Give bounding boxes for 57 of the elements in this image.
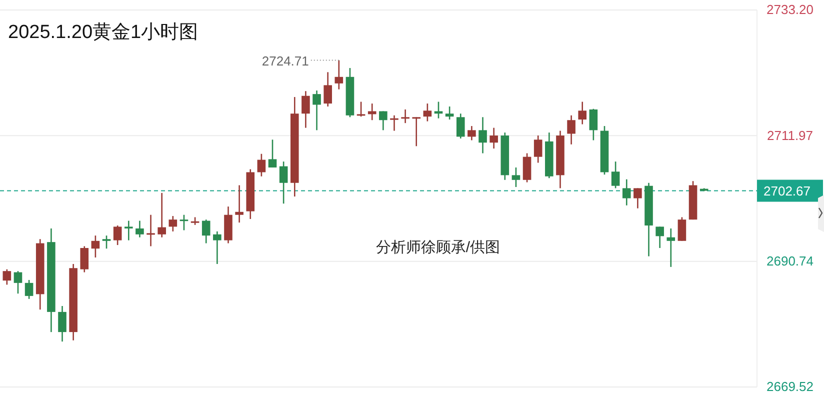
candlestick [401,108,410,124]
candlestick [423,102,432,122]
candlestick [512,166,520,188]
text: 2025.1.20黄金1小时图 [8,22,198,43]
candlestick [622,178,631,206]
candlestick [168,215,178,232]
candlestick [136,220,144,238]
candlestick [2,268,12,286]
candlestick [202,218,210,244]
candlestick [24,279,34,300]
candlestick [478,116,487,154]
y-tick-label: 2690.74 [766,254,814,269]
candlestick [412,116,421,147]
candlestick [312,90,321,131]
candlestick [445,106,454,120]
candlestick [567,114,576,146]
candlestick [58,305,66,342]
candlestick [235,184,244,224]
candlestick [578,101,587,125]
candlestick [180,214,188,231]
candlestick [324,72,332,108]
candlestick [268,139,277,168]
candlestick [102,234,111,250]
candlestick [634,188,642,209]
candlestick [124,220,133,241]
candlestick [611,160,620,189]
candlestick [368,102,376,121]
ref-line-label: 2702.67 [764,184,810,199]
y-tick-label: 2733.20 [766,2,814,18]
annotation: 分析师徐顾承/供图 [376,239,500,256]
candlestick [356,101,366,118]
y-tick-label: 2669.52 [766,379,814,394]
candlestick [522,152,532,183]
candlestick [257,153,266,178]
candlestick [146,214,155,247]
candlestick [213,230,222,265]
candlestick [302,90,310,128]
candlestick [113,224,122,246]
annotation: 2724.71 [262,53,309,68]
candlestick [666,228,676,268]
candlestick [434,101,443,119]
candlestick [468,125,476,141]
candlestick [534,134,542,164]
candlestick [589,108,598,141]
candlestick [379,110,388,131]
candlestick [456,112,465,140]
candlestick [334,60,344,90]
candlestick [279,160,288,204]
candlestick [490,127,498,150]
candlestick [656,226,664,249]
candlestick [14,270,22,294]
candlestick [158,192,166,238]
y-tick-label: 2711.97 [766,128,814,143]
candlestick [678,216,686,242]
candlestick [91,234,100,258]
candlestick [390,114,398,132]
candlestick [80,246,89,273]
